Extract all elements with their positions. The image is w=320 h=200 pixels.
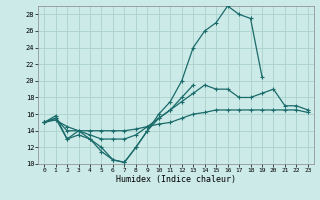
- X-axis label: Humidex (Indice chaleur): Humidex (Indice chaleur): [116, 175, 236, 184]
